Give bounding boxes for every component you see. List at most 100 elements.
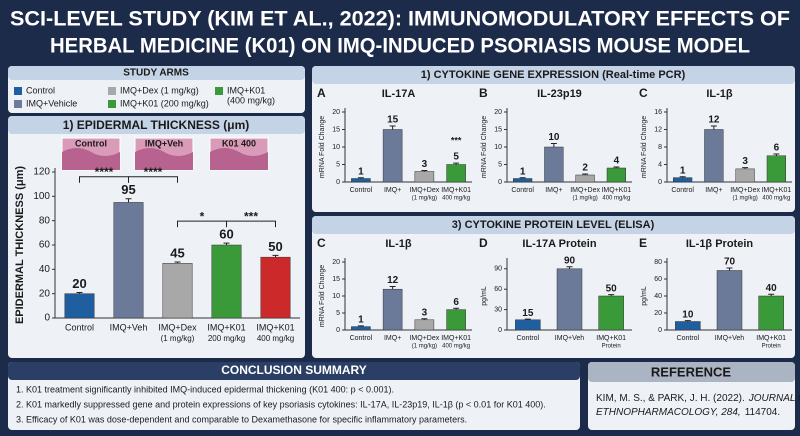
x-tick-label: IMQ+K01 <box>441 187 471 194</box>
x-tick-note: Protein <box>762 344 781 350</box>
x-tick-label: IMQ+K01 <box>596 335 626 342</box>
chart-title: IL-1β <box>706 88 733 100</box>
conclusion-item: 2. K01 markedly suppressed gene and prot… <box>16 399 546 409</box>
bar <box>64 293 95 319</box>
y-tick-label: 60 <box>494 286 502 293</box>
significance-label: *** <box>451 135 462 145</box>
value-label: 95 <box>121 182 135 197</box>
x-tick-label: IMQ+K01 <box>756 335 786 342</box>
panel-letter: E <box>639 236 647 250</box>
x-tick-label: Control <box>671 187 694 194</box>
error-bar <box>773 153 780 156</box>
reference-part: ETHNOPHARMACOLOGY, 284, <box>596 407 741 418</box>
y-axis-label: mRNA Fold Change <box>319 116 326 178</box>
bar <box>414 171 435 183</box>
error-bar <box>357 177 364 179</box>
y-tick-label: 30 <box>494 306 502 313</box>
bar <box>735 168 755 183</box>
x-tick-label: IMQ+ <box>705 187 722 194</box>
y-tick-label: 20 <box>332 109 340 116</box>
x-tick-note: 400 mg/kg <box>257 334 294 343</box>
x-tick-label: Control <box>511 187 534 194</box>
histology-label: Control <box>75 138 107 148</box>
y-axis-label: mRNA Fold Change <box>319 265 326 327</box>
significance-label: *** <box>244 209 258 223</box>
error-bar <box>453 307 460 310</box>
value-label: 1 <box>520 166 526 177</box>
error-bar <box>421 169 428 172</box>
panel-header <box>588 362 795 382</box>
bar <box>414 319 435 331</box>
x-tick-label: IMQ+K01 <box>256 322 294 332</box>
x-tick-label: IMQ+Dex <box>409 335 439 342</box>
x-tick-note: (1 mg/kg) <box>572 196 597 202</box>
x-tick-note: (1 mg/kg) <box>412 196 437 202</box>
value-label: 6 <box>774 143 780 154</box>
error-bar <box>582 173 589 175</box>
bar <box>606 167 626 183</box>
bar <box>446 309 466 331</box>
histology-texture <box>62 148 120 170</box>
legend-label: Control <box>26 85 55 95</box>
bar <box>544 146 564 183</box>
panel-header <box>8 362 580 380</box>
x-tick-note: 400 mg/kg <box>602 196 630 202</box>
y-tick-label: 80 <box>39 215 51 226</box>
y-tick-label: 15 <box>332 276 340 283</box>
y-tick-label: 10 <box>332 293 340 300</box>
bar <box>598 295 624 331</box>
bar <box>515 319 541 331</box>
error-bar <box>608 294 615 296</box>
y-axis-label: EPIDERMAL THICKNESS (μm) <box>14 166 26 324</box>
value-label: 10 <box>682 309 694 320</box>
value-label: 2 <box>582 163 588 174</box>
y-axis-label: pg/mL <box>481 286 488 306</box>
panel-letter: A <box>317 86 326 100</box>
y-tick-label: 5 <box>336 161 340 168</box>
x-tick-note: 400 mg/kg <box>442 344 470 350</box>
legend-swatch <box>215 87 223 95</box>
legend-label: (400 mg/kg) <box>227 95 275 105</box>
reference-part: 114704. <box>745 407 780 418</box>
y-tick-label: 80 <box>654 259 662 266</box>
chart-title: IL-23p19 <box>537 88 582 100</box>
x-tick-note: 200 mg/kg <box>208 334 245 343</box>
bar <box>260 256 291 319</box>
bar <box>766 155 786 183</box>
y-tick-label: 10 <box>494 144 502 151</box>
significance-label: * <box>200 209 205 223</box>
value-label: 1 <box>680 165 686 176</box>
x-tick-label: IMQ+K01 <box>761 187 791 194</box>
y-tick-label: 12 <box>654 126 662 133</box>
value-label: 90 <box>564 255 576 266</box>
bar <box>211 244 242 319</box>
value-label: 1 <box>358 166 364 177</box>
chart-title: IL-1β Protein <box>686 238 754 250</box>
y-tick-label: 20 <box>332 259 340 266</box>
chart-title: IL-17A <box>382 88 416 100</box>
y-tick-label: 16 <box>654 109 662 116</box>
section-title: 3) CYTOKINE PROTEIN LEVEL (ELISA) <box>452 219 655 231</box>
legend-swatch <box>14 87 22 95</box>
error-bar <box>125 198 132 203</box>
y-axis-label: mRNA Fold Change <box>641 116 648 178</box>
bar <box>716 270 743 331</box>
legend-swatch <box>108 100 116 108</box>
x-tick-label: IMQ+ <box>384 187 401 194</box>
conclusion-item: 3. Efficacy of K01 was dose-dependent an… <box>16 414 467 424</box>
value-label: 50 <box>606 283 618 294</box>
y-tick-label: 15 <box>494 126 502 133</box>
y-tick-label: 20 <box>654 310 662 317</box>
y-tick-label: 0 <box>498 327 502 334</box>
significance-bracket <box>226 220 276 228</box>
error-bar <box>613 166 620 168</box>
error-bar <box>389 125 396 130</box>
panel-letter: C <box>639 86 648 100</box>
y-tick-label: 90 <box>494 266 502 273</box>
x-tick-label: Control <box>65 322 94 332</box>
error-bar <box>272 254 279 258</box>
value-label: 45 <box>170 245 184 260</box>
legend-label: IMQ+Vehicle <box>26 98 77 108</box>
y-tick-label: 20 <box>494 109 502 116</box>
x-tick-label: IMQ+Veh <box>555 335 584 342</box>
